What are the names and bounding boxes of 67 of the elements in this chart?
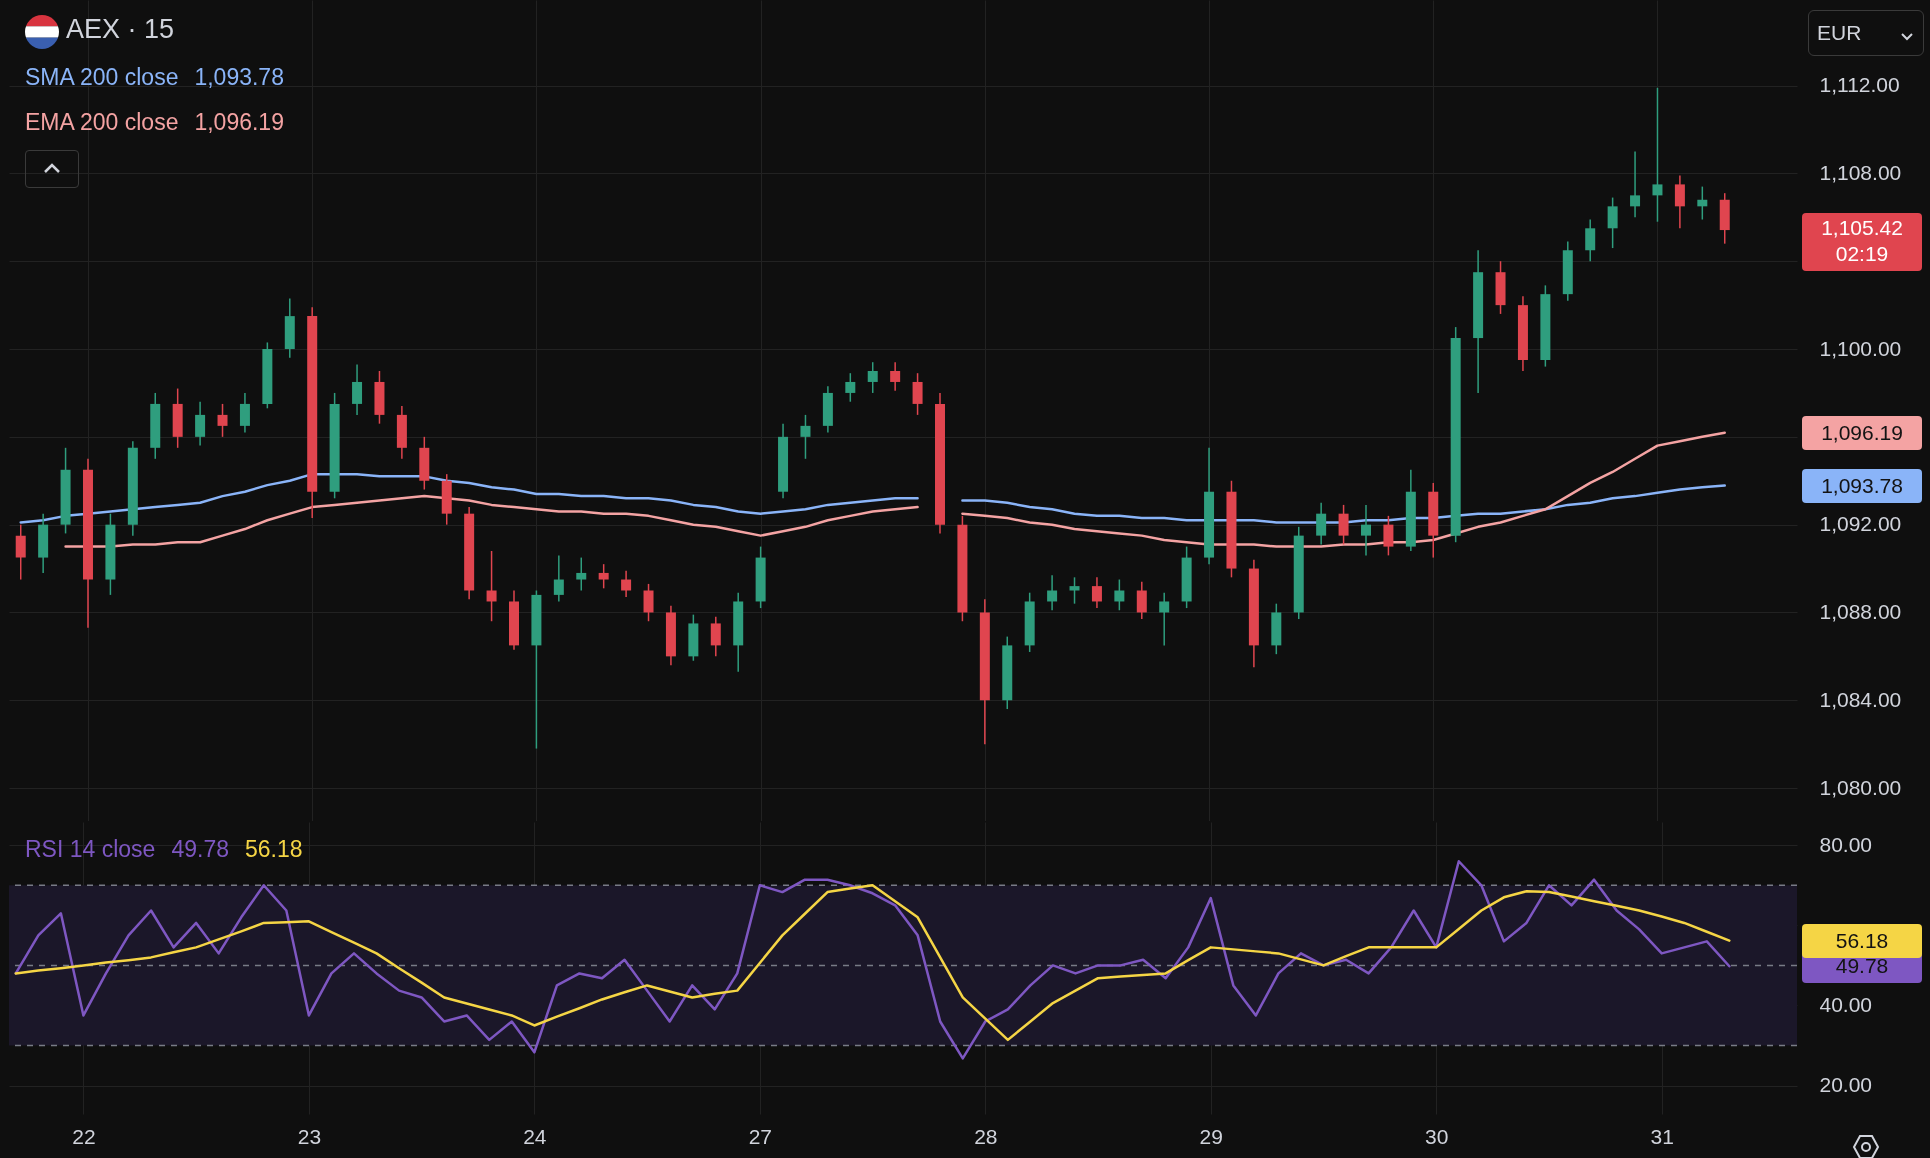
x-tick-label: 31 xyxy=(1650,1124,1674,1148)
candlestick xyxy=(867,361,878,394)
x-tick-label: 30 xyxy=(1425,1124,1449,1148)
y-tick-label: 40.00 xyxy=(1819,992,1873,1016)
y-tick-label: 20.00 xyxy=(1819,1073,1873,1097)
candlestick xyxy=(1316,501,1327,546)
annotation: 49.78 xyxy=(171,836,229,862)
candlestick xyxy=(239,392,250,434)
y-tick-label: 1,092.00 xyxy=(1819,512,1902,536)
candlestick xyxy=(1697,185,1708,221)
candlestick xyxy=(1361,504,1371,557)
text: 1,093.78 xyxy=(1821,473,1903,497)
candlestick xyxy=(1091,576,1102,609)
candlestick xyxy=(845,372,856,403)
candlestick xyxy=(195,400,206,447)
candlestick xyxy=(553,554,564,603)
text: EMA 200 close xyxy=(25,109,179,135)
annotation: 56.18 xyxy=(244,836,303,862)
candlestick xyxy=(1069,576,1080,605)
candlestick xyxy=(352,363,363,416)
candlestick xyxy=(1114,578,1125,612)
y-tick-label: 1,084.00 xyxy=(1819,687,1902,711)
candlestick xyxy=(217,403,228,438)
y-tick-label: 1,108.00 xyxy=(1819,160,1902,184)
text: SMA 200 close xyxy=(25,64,179,90)
candlestick xyxy=(1047,574,1058,612)
candlestick xyxy=(890,361,901,392)
annotation: 1,093.78 xyxy=(194,64,284,90)
candlestick xyxy=(800,414,811,460)
candlestick xyxy=(1630,150,1641,219)
y-tick-label: 80.00 xyxy=(1819,832,1873,856)
candlestick xyxy=(1136,580,1147,620)
candlestick xyxy=(710,616,721,658)
candlestick xyxy=(486,550,497,622)
y-tick-label: 1,088.00 xyxy=(1819,599,1902,623)
text: 1,096.19 xyxy=(1821,420,1903,444)
candlestick xyxy=(1674,174,1685,230)
candlestick xyxy=(912,372,923,416)
candlestick xyxy=(598,563,609,590)
candlestick xyxy=(1383,515,1394,557)
candlestick xyxy=(1652,87,1663,223)
candlestick xyxy=(15,523,26,581)
text: RSI 14 close xyxy=(25,836,156,862)
candlestick xyxy=(1607,196,1618,249)
x-tick-label: 28 xyxy=(974,1124,998,1148)
x-tick-label: 23 xyxy=(297,1124,322,1148)
candlestick xyxy=(1585,218,1596,262)
y-tick-label: 1,080.00 xyxy=(1819,775,1902,799)
candlestick xyxy=(621,570,632,598)
candlestick xyxy=(1159,591,1170,647)
y-tick-label: 1,100.00 xyxy=(1819,336,1902,360)
y-tick-label: 1,112.00 xyxy=(1819,73,1900,97)
text: EUR xyxy=(1808,10,1924,56)
text: 49.78 xyxy=(1835,954,1889,978)
candlestick xyxy=(643,583,654,622)
text: AEX · 15 xyxy=(66,14,175,45)
x-tick-label: 24 xyxy=(523,1124,547,1148)
annotation: 1,096.19 xyxy=(194,109,284,135)
candlestick xyxy=(1338,504,1349,546)
text: 1,105.42 xyxy=(1821,216,1903,240)
candlestick xyxy=(576,556,587,592)
text: 02:19 xyxy=(1834,242,1890,268)
x-tick-label: 22 xyxy=(72,1124,96,1148)
text: 56.18 xyxy=(1835,928,1889,952)
x-tick-label: 27 xyxy=(748,1124,772,1148)
x-tick-label: 29 xyxy=(1199,1124,1223,1148)
line-series xyxy=(14,860,1731,1060)
